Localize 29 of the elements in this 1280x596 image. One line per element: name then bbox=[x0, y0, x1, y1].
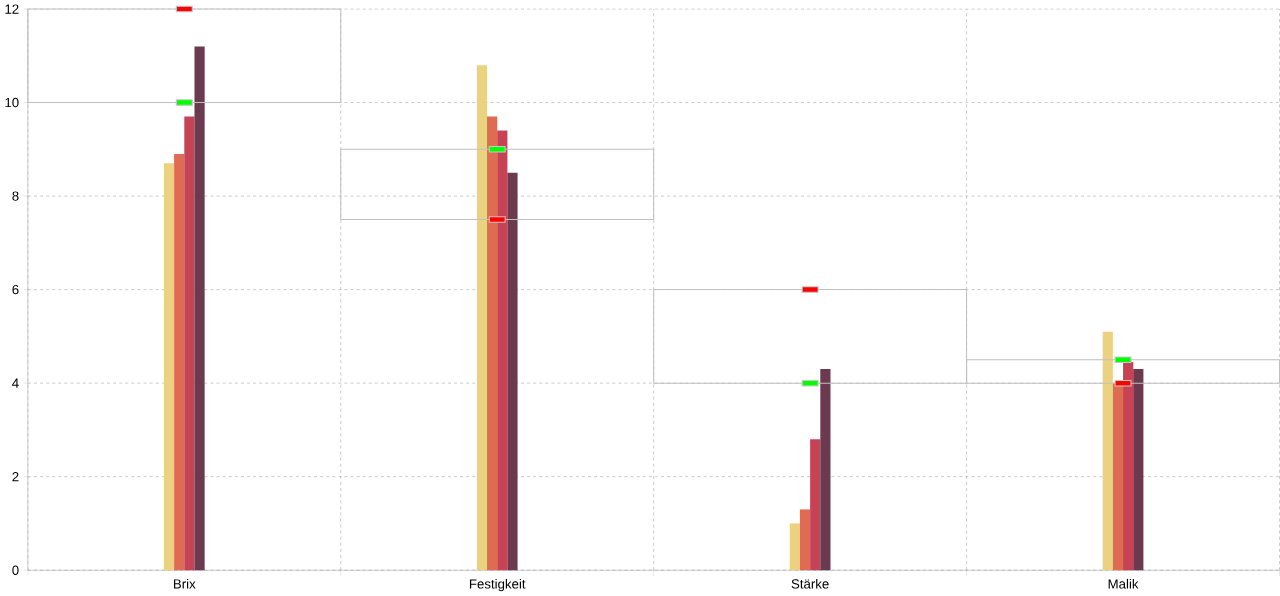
y-tick-label: 12 bbox=[5, 4, 19, 14]
x-tick-label: Brix bbox=[173, 579, 196, 589]
bar bbox=[194, 46, 205, 571]
bar bbox=[1133, 369, 1144, 571]
x-tick-label: Malik bbox=[1108, 579, 1139, 589]
y-tick-label: 8 bbox=[12, 191, 19, 201]
bar bbox=[163, 163, 175, 571]
bar bbox=[476, 65, 488, 571]
bar bbox=[497, 130, 508, 571]
bar bbox=[1112, 383, 1124, 571]
y-tick-label: 2 bbox=[12, 472, 19, 482]
x-tick-label: Festigkeit bbox=[469, 579, 526, 592]
y-tick-label: 4 bbox=[12, 378, 19, 388]
bar bbox=[820, 369, 831, 571]
bar bbox=[789, 523, 800, 571]
x-tick-label: Stärke bbox=[791, 579, 829, 589]
bar bbox=[507, 172, 518, 571]
bar bbox=[184, 116, 195, 571]
y-tick-label: 6 bbox=[12, 285, 19, 295]
bar bbox=[27, 8, 342, 104]
bar bbox=[340, 148, 655, 221]
bar bbox=[487, 116, 498, 571]
y-tick-label: 0 bbox=[12, 565, 19, 576]
bar bbox=[799, 509, 811, 571]
bar bbox=[810, 439, 821, 571]
bar bbox=[174, 154, 185, 571]
bar bbox=[1123, 362, 1134, 571]
bar bbox=[1102, 331, 1113, 571]
y-tick-label: 10 bbox=[5, 98, 19, 108]
